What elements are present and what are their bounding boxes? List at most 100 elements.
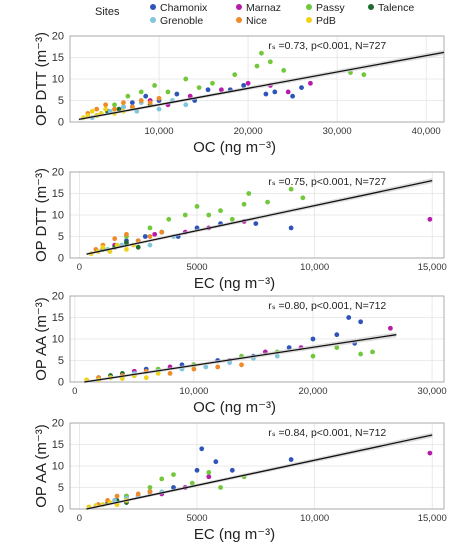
chart-3-point-chamonix xyxy=(310,336,316,342)
chart-4-point-nice xyxy=(135,491,141,497)
legend-title: Sites xyxy=(95,6,120,18)
chart-2-plot-border xyxy=(69,171,445,259)
chart-2-point-nice xyxy=(112,236,118,242)
legend-label: Passy xyxy=(316,2,345,14)
chart-2-point-passy xyxy=(265,199,270,205)
chart-1-point-passy xyxy=(281,68,287,73)
chart-4-x-axis-label: EC (ng m⁻³) xyxy=(194,526,275,543)
legend-item-pdb: PdB xyxy=(306,15,336,27)
chart-3-point-chamonix xyxy=(358,319,364,325)
chart-3-point-passy xyxy=(310,353,316,359)
chart-3-y-tick-label: 5 xyxy=(58,355,64,367)
chart-3-plot-border xyxy=(69,295,445,383)
chart-2-point-nice xyxy=(159,229,165,235)
chart-1-x-tick-label: 10,000 xyxy=(145,126,174,137)
chart-4-y-tick-label: 20 xyxy=(52,418,64,430)
chart-1-x-axis-label: OC (ng m⁻³) xyxy=(193,139,276,156)
chart-2-x-tick-label: 10,000 xyxy=(300,262,329,273)
chart-3-y-tick-label: 0 xyxy=(58,377,64,389)
legend-item-chamonix: Chamonix xyxy=(150,2,207,14)
legend-label: Grenoble xyxy=(160,15,204,27)
chart-3-x-tick-label: 30,000 xyxy=(418,386,447,397)
chart-2-stats-annotation: rₛ =0.75, p<0.001, N=727 xyxy=(268,176,386,188)
chart-4-point-passy xyxy=(189,480,195,486)
chart-1-point-chamonix xyxy=(263,91,269,97)
chart-4-point-nice xyxy=(114,493,120,499)
chart-1-point-passy xyxy=(183,76,189,82)
chart-2-x-axis-label: EC (ng m⁻³) xyxy=(194,275,275,292)
legend-swatch xyxy=(306,17,312,23)
chart-2-y-axis-label: OP DTT (m⁻³) xyxy=(33,168,50,262)
chart-4-point-chamonix xyxy=(194,467,200,473)
chart-4-y-tick-label: 0 xyxy=(58,504,64,516)
chart-3-point-nice xyxy=(167,371,173,376)
chart-3-point-chamonix xyxy=(334,332,340,338)
legend-label: PdB xyxy=(316,15,336,27)
chart-1-plot-border xyxy=(69,35,445,123)
chart-1-point-nice xyxy=(112,106,117,112)
chart-4-y-tick-label: 10 xyxy=(52,461,64,473)
chart-2-point-passy xyxy=(229,216,235,222)
chart-1-point-passy xyxy=(254,63,260,69)
chart-3-y-tick-label: 20 xyxy=(52,291,64,303)
chart-4-point-passy xyxy=(147,485,153,490)
chart-1-point-passy xyxy=(232,72,238,78)
chart-3-point-passy xyxy=(358,351,364,357)
chart-1-point-passy xyxy=(165,89,171,95)
chart-3-x-axis-label: OC (ng m⁻³) xyxy=(193,399,276,416)
chart-4-y-tick-label: 5 xyxy=(58,482,64,494)
chart-2-y-tick-label: 0 xyxy=(58,253,64,265)
chart-2-y-tick-label: 10 xyxy=(52,210,64,222)
chart-4-x-tick-label: 15,000 xyxy=(418,513,447,524)
legend: Sites Chamonix Marnaz Passy Talence Gren… xyxy=(0,0,452,30)
chart-1-stats-annotation: rₛ =0.73, p<0.001, N=727 xyxy=(268,40,386,52)
chart-3-y-tick-label: 10 xyxy=(52,334,64,346)
chart-2-point-passy xyxy=(241,201,247,207)
legend-item-grenoble: Grenoble xyxy=(150,15,203,27)
chart-2-point-marnaz xyxy=(427,216,433,222)
legend-item-marnaz: Marnaz xyxy=(236,2,281,14)
chart-4-point-chamonix xyxy=(199,446,205,452)
legend-swatch xyxy=(150,17,156,23)
chart-4-point-passy xyxy=(206,470,212,475)
chart-1-point-passy xyxy=(210,80,215,86)
chart-4-stats-annotation: rₛ =0.84, p<0.001, N=712 xyxy=(268,427,386,439)
chart-2-point-pdb xyxy=(100,244,106,250)
chart-4-plot-border xyxy=(69,422,445,510)
chart-1-point-nice xyxy=(147,100,153,106)
chart-2-point-passy xyxy=(194,204,200,209)
chart-4-point-chamonix xyxy=(213,459,219,465)
chart-4-y-tick-label: 15 xyxy=(52,439,64,451)
chart-2-point-nice xyxy=(147,234,153,239)
chart-1-point-marnaz xyxy=(218,87,224,93)
chart-1-x-tick-label: 40,000 xyxy=(412,126,441,137)
chart-4-x-tick-label: 5000 xyxy=(186,513,207,524)
chart-1-y-axis-label: OP DTT (m⁻³) xyxy=(33,32,50,126)
chart-4-point-passy xyxy=(218,485,223,490)
chart-2-point-passy xyxy=(288,186,294,192)
chart-4-point-nice xyxy=(147,489,153,495)
chart-1-point-grenoble xyxy=(156,106,162,112)
legend-item-talence: Talence xyxy=(368,2,414,14)
chart-2-point-passy xyxy=(182,212,188,218)
chart-3-point-passy xyxy=(370,349,375,355)
chart-1-point-passy xyxy=(152,83,157,88)
chart-1-point-passy xyxy=(125,93,131,99)
chart-1-point-chamonix xyxy=(174,91,180,97)
legend-swatch xyxy=(236,4,242,10)
chart-4-point-passy xyxy=(159,476,165,482)
chart-1-point-marnaz xyxy=(308,80,313,86)
chart-3-y-axis-label: OP AA (m⁻³) xyxy=(33,297,50,381)
legend-item-nice: Nice xyxy=(236,15,267,27)
chart-1-point-passy xyxy=(267,59,273,65)
chart-4-point-passy xyxy=(171,472,176,477)
chart-3-stats-annotation: rₛ =0.80, p<0.001, N=712 xyxy=(268,300,386,312)
chart-4-fit-line xyxy=(86,434,433,510)
chart-1-point-chamonix xyxy=(143,93,149,99)
chart-2-point-passy xyxy=(206,212,212,218)
chart-3-x-tick-label: 0 xyxy=(72,386,77,397)
chart-3-point-chamonix xyxy=(346,315,352,320)
chart-1-point-nice xyxy=(94,106,100,112)
chart-2-point-chamonix xyxy=(142,234,148,239)
